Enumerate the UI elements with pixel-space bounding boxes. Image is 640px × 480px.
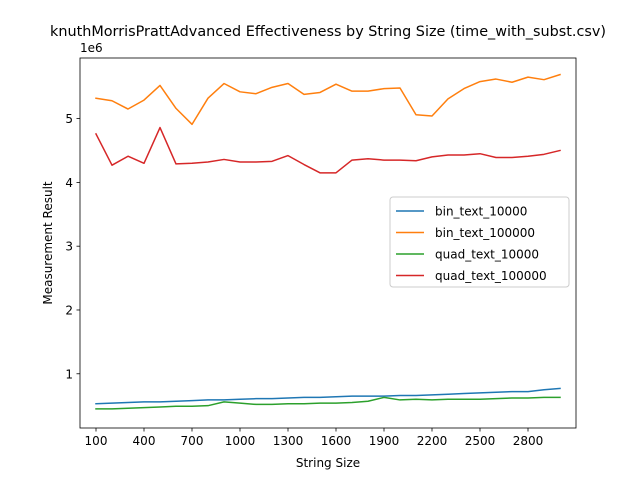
x-tick-label: 1600 (321, 434, 352, 448)
x-tick-label: 2200 (417, 434, 448, 448)
y-tick-label: 3 (65, 240, 73, 254)
y-axis: 1 2 3 4 5 (65, 112, 80, 381)
x-tick-label: 2800 (513, 434, 544, 448)
y-axis-label: Measurement Result (41, 181, 55, 305)
x-tick-label: 700 (181, 434, 204, 448)
x-tick-label: 1300 (273, 434, 304, 448)
y-tick-label: 1 (65, 367, 73, 381)
y-tick-label: 2 (65, 303, 73, 317)
x-tick-label: 1900 (369, 434, 400, 448)
legend-label-quad_text_10000: quad_text_10000 (435, 248, 539, 262)
series-layer (94, 73, 561, 410)
legend-label-quad_text_100000: quad_text_100000 (435, 269, 547, 283)
x-tick-label: 2500 (465, 434, 496, 448)
series-line-bin_text_100000 (95, 73, 561, 126)
series-line-quad_text_100000 (94, 126, 561, 174)
series-line-bin_text_10000 (95, 387, 561, 405)
legend-label-bin_text_100000: bin_text_100000 (435, 226, 535, 240)
x-axis: 100 400 700 1000 1300 1600 1900 2200 2500 2800 (85, 428, 544, 448)
x-tick-label: 1000 (225, 434, 256, 448)
legend-label-bin_text_10000: bin_text_10000 (435, 205, 527, 219)
x-axis-label: String Size (296, 456, 360, 470)
legend-box (389, 196, 570, 288)
plot-frame (79, 57, 577, 429)
legend-entries: bin_text_10000 bin_text_100000 quad_text_1… (396, 205, 547, 283)
x-tick-label: 100 (85, 434, 108, 448)
y-scale-label: 1e6 (80, 41, 103, 55)
y-tick-label: 4 (65, 176, 73, 190)
x-tick-label: 400 (133, 434, 156, 448)
y-tick-label: 5 (65, 112, 73, 126)
chart-title: knuthMorrisPrattAdvanced Effectiveness b… (50, 24, 606, 40)
legend: bin_text_10000 bin_text_100000 quad_text_1… (389, 196, 570, 288)
series-line-quad_text_10000 (95, 396, 561, 410)
